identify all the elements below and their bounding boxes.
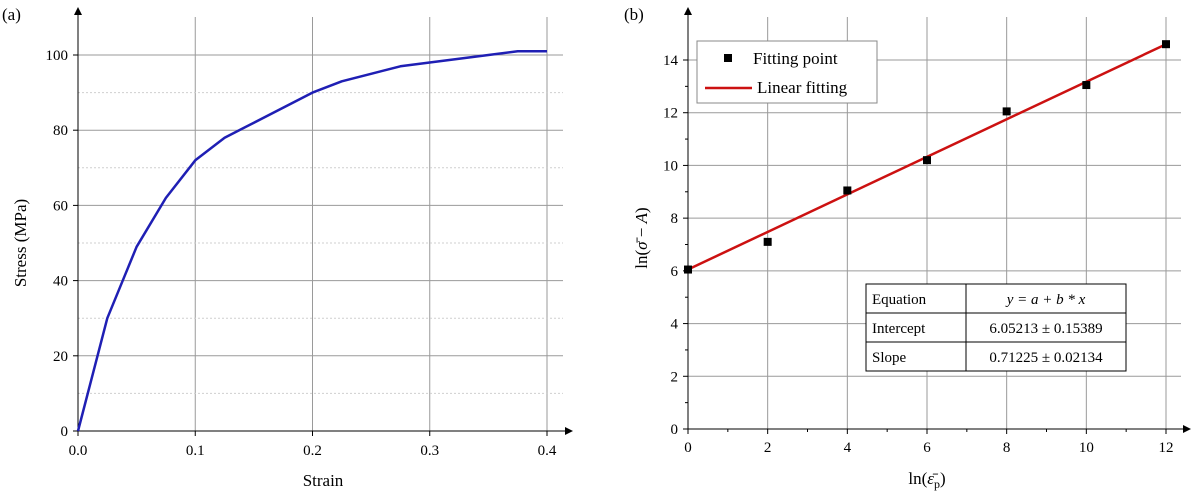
x-axis-arrow: [565, 427, 573, 435]
panel-a-grid: [78, 17, 563, 431]
fitting-point: [923, 156, 931, 165]
legend-box: [696, 40, 878, 104]
x-tick-label: 0.0: [69, 443, 88, 459]
x-tick-label: 0.4: [538, 443, 557, 459]
x-tick-label: 0.3: [420, 443, 439, 459]
table-box: [865, 283, 1127, 372]
panel-a-y-tick-labels: 0 20 40 60 80 100: [46, 48, 69, 440]
x-tick-label: 0.1: [186, 443, 205, 459]
y-tick-label: 8: [671, 211, 679, 227]
panel-b: (b) 0 2 4 6 8 10 12 0 2 4 6 8 10 12 14 ln(ε̄p) ln(σ̄ …: [624, 5, 1191, 491]
y-tick-label: 0: [671, 422, 679, 438]
legend-marker-fitting-point: [724, 54, 732, 62]
fitting-point: [1002, 107, 1011, 116]
panel-a-x-axis-title: Strain: [303, 471, 344, 490]
x-tick-label: 0.2: [303, 443, 322, 459]
fitting-point: [843, 186, 852, 195]
panel-b-legend: Fitting point Linear fitting: [696, 40, 878, 104]
y-tick-label: 0: [61, 424, 69, 440]
y-tick-label: 4: [671, 317, 679, 333]
x-tick-label: 12: [1159, 440, 1174, 456]
table-value-intercept: 6.05213 ± 0.15389: [989, 321, 1102, 337]
x-tick-label: 6: [923, 440, 931, 456]
panel-b-y-axis-title: ln(σ̄ − A): [632, 207, 651, 268]
table-label-equation: Equation: [872, 292, 927, 308]
fitting-point: [763, 237, 772, 246]
y-tick-label: 10: [663, 158, 678, 174]
table-label-slope: Slope: [872, 350, 907, 366]
y-tick-label: 20: [53, 349, 68, 365]
y-tick-label: 2: [671, 369, 679, 385]
x-tick-label: 0: [684, 440, 692, 456]
y-axis-arrow: [684, 7, 692, 15]
y-tick-label: 100: [46, 48, 69, 64]
fitting-point: [684, 265, 692, 274]
legend-label-fitting-point: Fitting point: [753, 49, 838, 68]
panel-b-ticks: [683, 59, 1167, 434]
panel-a-label: (a): [2, 5, 21, 24]
panel-b-x-axis-title: ln(ε̄p): [908, 469, 945, 491]
y-tick-label: 12: [663, 106, 678, 122]
stress-strain-curve: [76, 49, 547, 432]
x-tick-label: 10: [1079, 440, 1094, 456]
x-tick-label: 8: [1003, 440, 1011, 456]
panel-b-equation-table: Equation y = a + b * x Intercept 6.05213…: [865, 283, 1127, 372]
fitting-point: [1162, 40, 1170, 49]
x-tick-label: 4: [844, 440, 852, 456]
y-axis-arrow: [74, 7, 82, 15]
panel-a-series: [76, 49, 547, 432]
panel-b-points: [684, 40, 1170, 274]
panel-b-axes: [684, 7, 1191, 433]
panel-b-y-tick-labels: 0 2 4 6 8 10 12 14: [663, 53, 679, 438]
panel-b-label: (b): [624, 5, 644, 24]
panel-a-axes: [74, 7, 573, 435]
y-tick-label: 60: [53, 198, 68, 214]
table-value-equation: y = a + b * x: [1005, 292, 1086, 308]
y-tick-label: 80: [53, 123, 68, 139]
y-tick-label: 6: [671, 264, 679, 280]
fitting-point: [1082, 81, 1091, 90]
panel-a-x-tick-labels: 0.0 0.1 0.2 0.3 0.4: [69, 443, 557, 459]
y-tick-label: 40: [53, 274, 68, 290]
panel-a-y-axis-title: Stress (MPa): [11, 199, 30, 287]
panel-b-x-tick-labels: 0 2 4 6 8 10 12: [684, 440, 1173, 456]
table-label-intercept: Intercept: [872, 321, 926, 337]
x-tick-label: 2: [764, 440, 772, 456]
legend-label-linear-fitting: Linear fitting: [757, 78, 848, 97]
table-value-slope: 0.71225 ± 0.02134: [989, 350, 1103, 366]
y-tick-label: 14: [663, 53, 679, 69]
x-axis-arrow: [1183, 425, 1191, 433]
panel-a-ticks: [73, 54, 548, 436]
